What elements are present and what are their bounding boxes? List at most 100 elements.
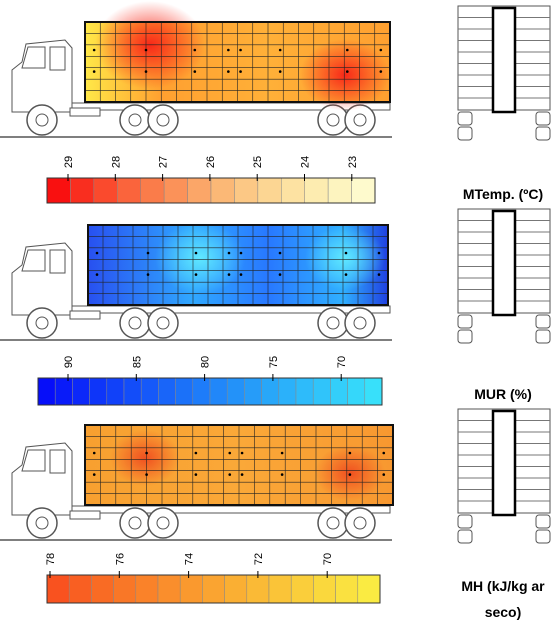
cab (11, 242, 73, 316)
hub (156, 516, 170, 530)
top-view (457, 5, 551, 141)
hub (353, 316, 367, 330)
colorbar-outline (37, 377, 383, 406)
sensor (95, 251, 99, 255)
hub (326, 113, 340, 127)
box-outline (84, 21, 391, 103)
colorbar-cell (113, 574, 137, 604)
step (69, 510, 101, 520)
sensor (228, 451, 232, 455)
sensor (144, 48, 148, 52)
top-wheel (457, 314, 473, 329)
colorbar-cell (179, 574, 203, 604)
colorbar-cell (224, 574, 248, 604)
truck-panel (0, 222, 392, 341)
top-wheel (457, 111, 473, 126)
sensor (145, 451, 148, 455)
top-core (491, 209, 517, 317)
colorbar-cell (209, 377, 228, 406)
hub (353, 113, 367, 127)
colorbar-cell (364, 377, 383, 406)
sensor (278, 251, 282, 255)
sensor (377, 273, 381, 276)
sensor (382, 451, 386, 455)
sensor (346, 48, 349, 52)
colorbar-tick-label: 23 (347, 156, 359, 168)
colorbar-cell (244, 377, 262, 406)
panel-label: MUR (%) (474, 386, 532, 402)
colorbar-cell (357, 574, 381, 604)
colorbar-cell (327, 177, 352, 204)
colorbar-cell (290, 574, 314, 604)
colorbar-tick-label: 74 (184, 553, 196, 565)
colorbar-cell (91, 574, 114, 604)
colorbar-cell (202, 574, 225, 604)
sensor (193, 48, 197, 52)
colorbar-cell (335, 574, 359, 604)
colorbar-tick-label: 29 (63, 156, 75, 168)
sensor (193, 70, 197, 73)
colorbar-tick-label: 90 (63, 356, 75, 368)
colorbar-cell (93, 177, 118, 204)
sensor (194, 251, 198, 255)
colorbar-tick-label: 72 (253, 553, 265, 565)
colorbar-outline (46, 177, 376, 204)
truck-panel (0, 1, 392, 138)
top-wheel (535, 314, 551, 329)
top-wheel (457, 126, 473, 141)
colorbar-tick-label: 70 (322, 553, 334, 565)
top-wheel (457, 329, 473, 344)
hub (156, 113, 170, 127)
sensor (240, 473, 244, 476)
colorbar-cell (295, 377, 314, 406)
top-wheel (535, 126, 551, 141)
colorbar-cell (157, 574, 181, 604)
colorbar-tick-label: 24 (300, 156, 312, 168)
panel-label: MH (kJ/kg ar seco) (461, 578, 545, 620)
hub (35, 516, 49, 530)
sensor (379, 70, 383, 73)
sensor (92, 70, 96, 73)
sensor (145, 473, 148, 476)
hub (128, 516, 142, 530)
colorbar-cell (246, 574, 270, 604)
sensor (278, 70, 282, 73)
sensor (227, 273, 231, 276)
sensor (239, 70, 242, 73)
colorbar-cell (261, 377, 280, 406)
colorbar-cell (175, 377, 194, 406)
sensor (280, 451, 284, 455)
colorbar-cell (46, 574, 70, 604)
top-core (491, 6, 517, 114)
colorbar-cell (123, 377, 142, 406)
box-outline (87, 224, 389, 306)
colorbar-cell (70, 177, 95, 204)
hot-spot (300, 39, 390, 111)
colorbar-cell (135, 574, 159, 604)
colorbar-cell (330, 377, 348, 406)
step (69, 310, 101, 320)
colorbar-cell (46, 177, 71, 204)
sensor (382, 473, 386, 476)
colorbar-tick-label: 26 (205, 156, 217, 168)
colorbar-cell (268, 574, 292, 604)
sensor (278, 48, 282, 52)
sensor (227, 251, 231, 255)
hub (35, 113, 49, 127)
sensor (344, 251, 348, 255)
top-wheel (535, 329, 551, 344)
truck-panel (0, 424, 394, 541)
sensor (239, 251, 243, 255)
sensor (194, 473, 198, 476)
sensor (92, 451, 96, 455)
cab (11, 39, 73, 113)
sensor (227, 70, 230, 73)
sensor (239, 48, 242, 52)
colorbar-outline (46, 574, 381, 604)
top-wheel (457, 529, 473, 544)
sensor (228, 473, 232, 476)
colorbar-tick-label: 27 (158, 156, 170, 168)
sensor (344, 273, 348, 276)
hub (128, 113, 142, 127)
colorbar-cell (187, 177, 212, 204)
